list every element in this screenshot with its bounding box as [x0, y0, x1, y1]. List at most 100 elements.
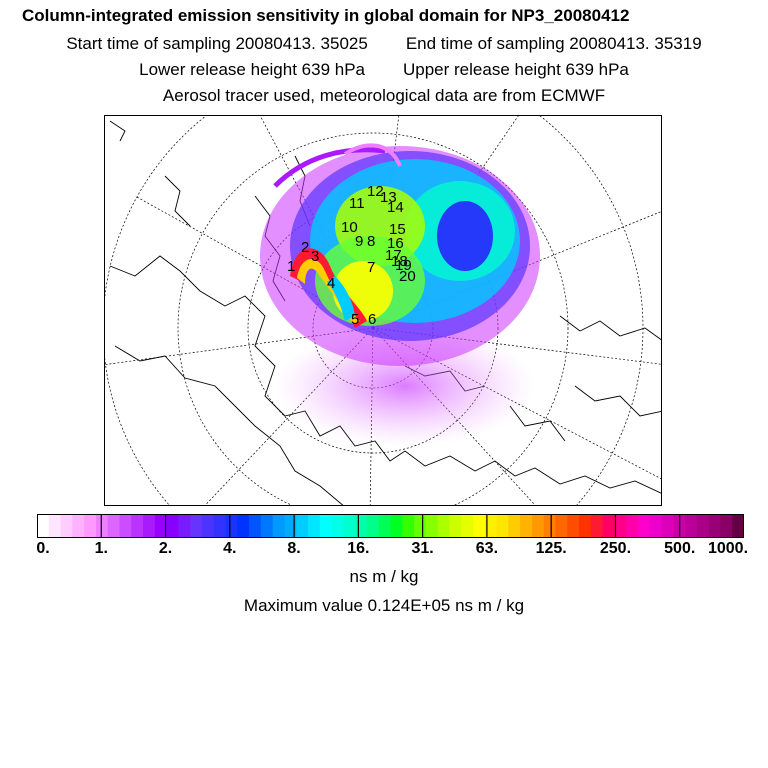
- colorbar-swatch: [84, 514, 97, 538]
- colorbar-tick-label: 125.: [535, 540, 567, 557]
- trajectory-label: 17: [385, 247, 402, 264]
- end-time-label: End time of sampling 20080413. 35319: [405, 34, 702, 53]
- colorbar-swatch: [661, 514, 674, 538]
- start-time-label: Start time of sampling 20080413. 35025: [66, 34, 368, 53]
- colorbar-swatch: [425, 514, 439, 538]
- colorbar-swatch: [154, 514, 168, 538]
- colorbar-swatch: [319, 514, 333, 538]
- colorbar-swatch: [225, 514, 238, 538]
- colorbar-tick-label: 31.: [411, 540, 434, 557]
- trajectory-label: 14: [387, 199, 404, 216]
- colorbar-swatch: [72, 514, 85, 538]
- map-canvas: 1 2 3 4 5 6 7 8 9 10 11 12 13 14 15 16 1…: [105, 116, 661, 505]
- colorbar-swatch: [649, 514, 663, 538]
- colorbar-swatch: [614, 514, 627, 538]
- trajectory-label: 11: [349, 195, 365, 212]
- sampling-times: Start time of sampling 20080413. 35025 En…: [0, 34, 768, 54]
- colorbar-tick-label: 500.: [664, 540, 696, 557]
- colorbar-tick-label: 2.: [158, 540, 173, 557]
- colorbar-swatch: [696, 514, 710, 538]
- tracer-info: Aerosol tracer used, meteorological data…: [162, 86, 606, 105]
- colorbar-canvas: [36, 514, 745, 538]
- colorbar-swatch: [308, 514, 321, 538]
- colorbar-swatch: [555, 514, 568, 538]
- trajectory-label: 18: [391, 253, 408, 270]
- colorbar-swatch: [637, 514, 651, 538]
- colorbar-tick-label: 8.: [287, 540, 301, 557]
- colorbar-swatch: [461, 514, 474, 538]
- lower-height-label: Lower release height 639 hPa: [139, 60, 365, 79]
- colorbar-tick-label: 16.: [347, 540, 370, 557]
- trajectory-label: 13: [380, 189, 397, 206]
- colorbar-swatch: [626, 514, 639, 538]
- trajectory-label: 9: [355, 233, 363, 250]
- trajectory-labels: 1 2 3 4 5 6 7 8 9 10 11 12 13 14 15 16 1…: [287, 183, 416, 328]
- trajectory-label: 5: [351, 311, 359, 328]
- colorbar-swatch: [449, 514, 462, 538]
- colorbar-swatch: [390, 514, 403, 538]
- colorbar-swatch: [579, 514, 592, 538]
- trajectory-label: 1: [287, 258, 295, 275]
- trajectory-label: 20: [399, 268, 416, 285]
- colorbar-swatch: [48, 514, 62, 538]
- trajectory-label: 7: [367, 259, 375, 276]
- colorbar-swatch: [366, 514, 380, 538]
- colorbar-swatch: [343, 514, 356, 538]
- colorbar-swatch: [484, 514, 498, 538]
- colorbar-swatch: [402, 514, 415, 538]
- colorbar-swatch: [107, 514, 120, 538]
- colorbar-swatch: [602, 514, 615, 538]
- colorbar-swatch: [237, 514, 250, 538]
- colorbar-ticks: 0. 1. 2. 4. 8. 16. 31. 63. 125. 250. 500. 1000.: [0, 540, 768, 560]
- trajectory-label: 2: [301, 239, 309, 256]
- trajectory-label: 10: [341, 219, 358, 236]
- colorbar-swatch: [732, 514, 745, 538]
- colorbar-swatch: [331, 514, 344, 538]
- trajectory-label: 3: [311, 248, 319, 265]
- colorbar-swatch: [201, 514, 215, 538]
- colorbar-swatch: [178, 514, 191, 538]
- trajectory-label: 6: [368, 311, 376, 328]
- colorbar-swatch: [508, 514, 521, 538]
- colorbar-swatch: [249, 514, 262, 538]
- sensitivity-field: [260, 143, 540, 446]
- colorbar-swatch: [355, 514, 368, 538]
- colorbar-swatch: [567, 514, 580, 538]
- colorbar-swatch: [95, 514, 109, 538]
- colorbar-swatch: [472, 514, 486, 538]
- colorbar-swatch: [143, 514, 156, 538]
- colorbar-swatch: [272, 514, 285, 538]
- colorbar-swatch: [520, 514, 533, 538]
- colorbar-units: ns m / kg: [349, 567, 419, 586]
- colorbar-swatch: [190, 514, 203, 538]
- colorbar-swatch: [543, 514, 556, 538]
- trajectory-label: 16: [387, 235, 404, 252]
- colorbar-swatch: [590, 514, 604, 538]
- colorbar-swatch: [60, 514, 73, 538]
- colorbar-swatch: [260, 514, 274, 538]
- colorbar-swatch: [119, 514, 132, 538]
- trajectory-label: 8: [367, 233, 375, 250]
- colorbar-swatch: [531, 514, 545, 538]
- colorbar-tick-label: 63.: [475, 540, 499, 557]
- colorbar-swatch: [414, 514, 427, 538]
- release-heights: Lower release height 639 hPa Upper releas…: [0, 60, 768, 80]
- colorbar-swatch: [131, 514, 144, 538]
- trajectory-label: 4: [327, 275, 335, 292]
- colorbar-swatch: [378, 514, 391, 538]
- colorbar-swatch: [37, 514, 50, 538]
- colorbar-tick-label: 250.: [599, 540, 632, 557]
- colorbar-swatch: [720, 514, 733, 538]
- colorbar-tick-label: 1000.: [707, 540, 749, 557]
- colorbar-tick-label: 0.: [36, 540, 50, 557]
- colorbar-swatch: [685, 514, 698, 538]
- colorbar-swatch: [437, 514, 450, 538]
- trajectory-label: 15: [389, 221, 406, 238]
- trajectory-label: 19: [395, 257, 412, 274]
- colorbar-swatch: [496, 514, 509, 538]
- trajectory-label: 12: [367, 183, 384, 200]
- upper-height-label: Upper release height 639 hPa: [403, 60, 629, 79]
- maximum-value: Maximum value 0.124E+05 ns m / kg: [243, 596, 525, 615]
- colorbar-swatch: [213, 514, 227, 538]
- plot-title: Column-integrated emission sensitivity i…: [22, 6, 630, 25]
